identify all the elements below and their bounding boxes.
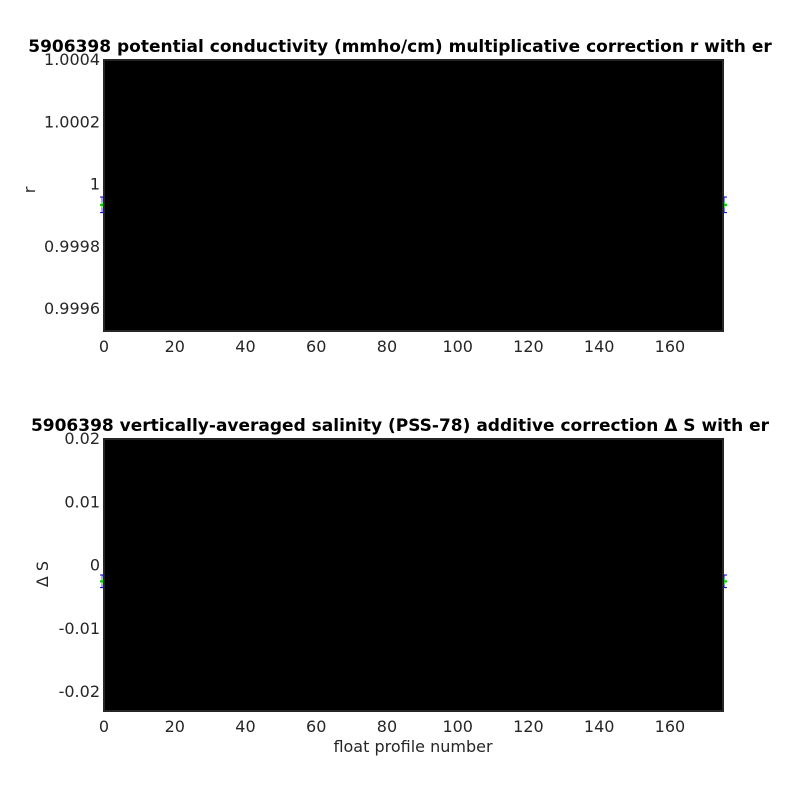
y-axis-label: Δ S [33, 561, 52, 587]
x-tick-label: 40 [235, 717, 255, 736]
x-tick-label: 0 [99, 717, 109, 736]
x-tick-label: 20 [165, 337, 185, 356]
x-axis-label: float profile number [333, 737, 493, 756]
chart-title: 5906398 potential conductivity (mmho/cm)… [28, 37, 772, 57]
plot-frame [103, 59, 724, 332]
y-tick-label: -0.01 [59, 619, 100, 638]
x-tick-label: 160 [655, 717, 686, 736]
x-tick-label: 60 [306, 717, 326, 736]
x-tick-label: 140 [584, 337, 615, 356]
x-tick-label: 20 [165, 717, 185, 736]
chart-title: 5906398 vertically-averaged salinity (PS… [31, 416, 770, 436]
y-tick-label: 0.9996 [44, 299, 100, 318]
x-tick-label: 80 [377, 337, 397, 356]
x-tick-label: 120 [513, 337, 544, 356]
conductivity-correction-panel: 5906398 potential conductivity (mmho/cm)… [20, 37, 772, 356]
x-tick-label: 40 [235, 337, 255, 356]
plot-frame [103, 438, 724, 712]
y-tick-label: 0.9998 [44, 237, 100, 256]
x-tick-label: 60 [306, 337, 326, 356]
x-tick-label: 80 [377, 717, 397, 736]
y-tick-label: -0.02 [59, 682, 100, 701]
y-tick-label: 0 [90, 556, 100, 575]
x-tick-label: 100 [442, 337, 473, 356]
y-tick-label: 1.0002 [44, 112, 100, 131]
y-tick-label: 0.02 [64, 429, 100, 448]
x-tick-label: 0 [99, 337, 109, 356]
salinity-correction-panel: 5906398 vertically-averaged salinity (PS… [31, 416, 770, 756]
y-tick-label: 1 [90, 175, 100, 194]
y-axis-ticks: -0.02 -0.01 0 0.01 0.02 [59, 429, 723, 701]
x-tick-label: 140 [584, 717, 615, 736]
y-tick-label: 1.0004 [44, 50, 100, 69]
x-axis-ticks: 0 20 40 60 80 100 120 140 160 [99, 439, 685, 736]
x-tick-label: 100 [442, 717, 473, 736]
y-axis-label: r [20, 186, 39, 193]
y-tick-label: 0.01 [64, 492, 100, 511]
x-tick-label: 120 [513, 717, 544, 736]
y-axis-ticks: 0.9996 0.9998 1 1.0002 1.0004 [44, 50, 723, 318]
x-tick-label: 160 [655, 337, 686, 356]
